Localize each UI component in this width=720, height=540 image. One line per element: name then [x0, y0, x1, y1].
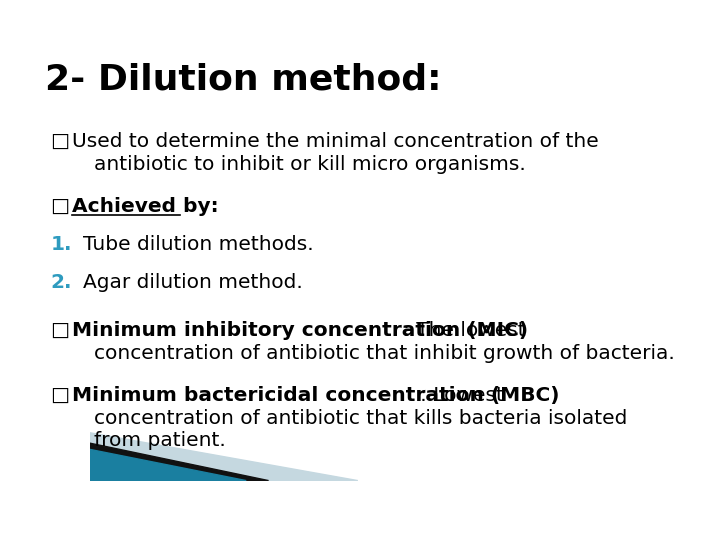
Text: Tube dilution methods.: Tube dilution methods.	[83, 235, 313, 254]
Text: □: □	[50, 386, 69, 405]
Text: concentration of antibiotic that kills bacteria isolated: concentration of antibiotic that kills b…	[94, 409, 627, 428]
Text: Minimum bactericidal concentration (MBC): Minimum bactericidal concentration (MBC)	[72, 386, 559, 405]
Text: Achieved by:: Achieved by:	[72, 197, 219, 216]
Text: 2.: 2.	[50, 273, 72, 292]
Text: concentration of antibiotic that inhibit growth of bacteria.: concentration of antibiotic that inhibit…	[94, 344, 675, 363]
Text: antibiotic to inhibit or kill micro organisms.: antibiotic to inhibit or kill micro orga…	[94, 155, 526, 174]
Text: □: □	[50, 321, 69, 340]
Text: Minimum inhibitory concentration (MIC): Minimum inhibitory concentration (MIC)	[72, 321, 528, 340]
Text: 1.: 1.	[50, 235, 72, 254]
Polygon shape	[90, 449, 246, 481]
Text: Used to determine the minimal concentration of the: Used to determine the minimal concentrat…	[72, 132, 599, 151]
Text: Agar dilution method.: Agar dilution method.	[83, 273, 302, 292]
Text: : Lowest: : Lowest	[420, 386, 504, 405]
Text: 2- Dilution method:: 2- Dilution method:	[45, 62, 441, 96]
Text: □: □	[50, 197, 69, 216]
Text: : The lowest: : The lowest	[402, 321, 525, 340]
Polygon shape	[90, 443, 269, 481]
Text: □: □	[50, 132, 69, 151]
Text: from patient.: from patient.	[94, 431, 225, 450]
Polygon shape	[90, 433, 358, 481]
